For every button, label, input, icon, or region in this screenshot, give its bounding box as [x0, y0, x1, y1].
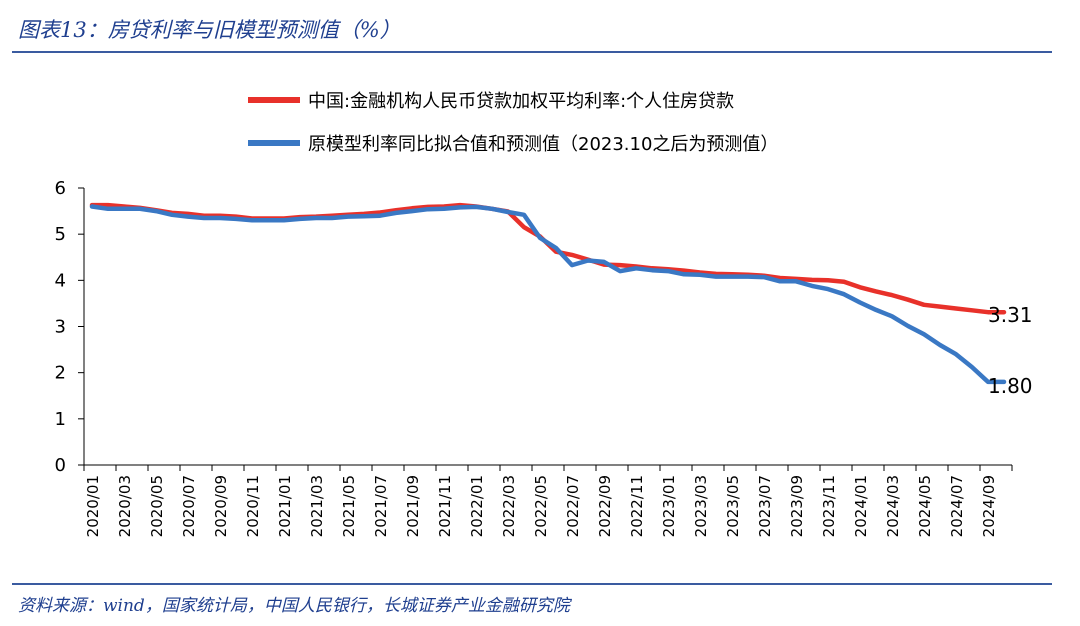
y-axis: 0 1 2 3 4 5 6 — [55, 178, 85, 476]
footer-divider — [12, 583, 1052, 585]
y-tick-label: 0 — [55, 455, 66, 476]
y-tick-label: 4 — [55, 270, 66, 291]
x-tick-label: 2020/03 — [116, 475, 134, 537]
series-lines — [89, 202, 1007, 385]
x-tick-label: 2023/09 — [788, 475, 806, 537]
x-tick-label: 2024/09 — [980, 475, 998, 537]
x-tick-label: 2021/05 — [340, 475, 358, 537]
x-tick-label: 2023/01 — [660, 475, 678, 537]
x-tick-label: 2022/03 — [500, 475, 518, 537]
y-tick-label: 6 — [55, 178, 66, 199]
y-tick-label: 3 — [55, 317, 66, 338]
series-line-2 — [89, 204, 1007, 385]
x-tick-label: 2023/05 — [724, 475, 742, 537]
x-tick-label: 2023/03 — [692, 475, 710, 537]
y-tick-label: 1 — [55, 409, 66, 430]
end-label-series-1: 3.31 — [988, 303, 1033, 327]
x-tick-label: 2021/03 — [308, 475, 326, 537]
x-tick-label: 2020/07 — [180, 475, 198, 537]
x-tick-label: 2023/07 — [756, 475, 774, 537]
legend-label-series-2: 原模型利率同比拟合值和预测值（2023.10之后为预测值） — [308, 134, 778, 155]
x-tick-label: 2021/11 — [436, 475, 454, 537]
x-tick-label: 2022/09 — [596, 475, 614, 537]
x-tick-label: 2021/01 — [276, 475, 294, 537]
x-tick-label: 2021/09 — [404, 475, 422, 537]
x-tick-label: 2020/05 — [148, 475, 166, 537]
title-divider — [12, 51, 1052, 53]
end-label-series-2: 1.80 — [988, 374, 1033, 398]
x-tick-label: 2020/09 — [212, 475, 230, 537]
x-tick-label: 2024/07 — [948, 475, 966, 537]
figure-title: 图表13：房贷利率与旧模型预测值（%） — [18, 18, 401, 42]
source-note: 资料来源：wind，国家统计局，中国人民银行，长城证券产业金融研究院 — [18, 596, 570, 616]
x-tick-label: 2022/11 — [628, 475, 646, 537]
x-axis: 2020/01 2020/03 2020/05 2020/07 2020/09 2020/… — [83, 464, 1013, 537]
y-tick-label: 5 — [55, 224, 66, 245]
legend-label-series-1: 中国:金融机构人民币贷款加权平均利率:个人住房贷款 — [308, 91, 734, 112]
x-tick-label: 2024/05 — [916, 475, 934, 537]
x-tick-label: 2022/01 — [468, 475, 486, 537]
series-line-1 — [89, 202, 1007, 315]
y-tick-label: 2 — [55, 363, 66, 384]
x-tick-label: 2024/03 — [884, 475, 902, 537]
x-tick-label: 2021/07 — [372, 475, 390, 537]
x-tick-label: 2023/11 — [820, 475, 838, 537]
x-tick-label: 2022/07 — [564, 475, 582, 537]
x-tick-label: 2020/11 — [244, 475, 262, 537]
legend: 中国:金融机构人民币贷款加权平均利率:个人住房贷款 原模型利率同比拟合值和预测值… — [248, 91, 778, 155]
x-tick-label: 2024/01 — [852, 475, 870, 537]
end-labels: 3.31 1.80 — [988, 303, 1033, 398]
x-tick-label: 2022/05 — [532, 475, 550, 537]
x-tick-label: 2020/01 — [84, 475, 102, 537]
